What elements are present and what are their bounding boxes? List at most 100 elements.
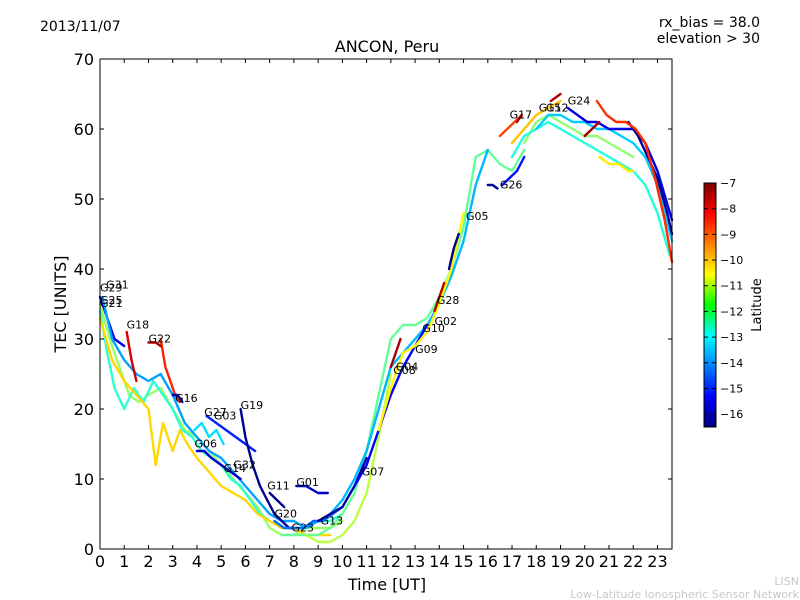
satellite-label-G29: G29	[100, 281, 123, 294]
x-tick-label: 3	[168, 552, 178, 571]
y-tick-label: 0	[84, 540, 94, 559]
satellite-label-G11: G11	[267, 480, 290, 493]
x-tick-label: 7	[265, 552, 275, 571]
satellite-label-G24: G24	[568, 95, 591, 108]
tec-trace-trace-11	[239, 407, 298, 530]
tec-trace-trace-18	[304, 372, 392, 544]
colorbar-tick-label: −14	[720, 357, 743, 370]
satellite-label-G22: G22	[148, 333, 171, 346]
tec-trace-trace-34	[535, 113, 674, 243]
x-tick-label: 6	[240, 552, 250, 571]
x-tick-label: 14	[429, 552, 449, 571]
x-tick-label: 16	[478, 552, 498, 571]
tec-trace-trace-09	[171, 393, 184, 404]
tec-trace-trace-32	[523, 113, 635, 159]
colorbar-label: Latitude	[750, 278, 765, 332]
colorbar-tick-label: −11	[720, 280, 743, 293]
date-label: 2013/11/07	[40, 19, 121, 35]
tec-trace-trace-39	[583, 120, 601, 138]
satellite-label-G10: G10	[422, 322, 445, 335]
x-tick-label: 2	[143, 552, 153, 571]
x-tick-label: 8	[289, 552, 299, 571]
satellite-label-G08: G08	[393, 364, 416, 377]
y-tick-label: 70	[74, 50, 94, 69]
x-tick-label: 13	[405, 552, 425, 571]
tec-trace-trace-07	[159, 337, 182, 404]
x-tick-label: 5	[216, 552, 226, 571]
footer-network-name: Low-Latitude Ionospheric Sensor Network	[570, 588, 799, 600]
tec-trace-trace-04	[98, 316, 332, 537]
x-tick-label: 12	[381, 552, 401, 571]
tec-trace-trace-14	[268, 491, 286, 509]
satellite-label-G03: G03	[214, 410, 237, 423]
tec-trace-trace-12	[195, 449, 242, 481]
satellite-label-G15: G15	[539, 102, 562, 115]
colorbar-ticks: −7 −8 −9 −10 −11 −12 −13 −14 −15 −16	[704, 177, 743, 421]
tec-trace-trace-31	[549, 92, 562, 103]
tec-trace-trace-38	[598, 155, 635, 173]
y-tick-label: 40	[74, 260, 94, 279]
y-tick-label: 10	[74, 470, 94, 489]
satellite-label-G16: G16	[175, 392, 198, 405]
satellite-label-G31: G31	[106, 279, 129, 292]
tec-trace-trace-35	[566, 106, 674, 222]
chart-title: ANCON, Peru	[335, 37, 439, 56]
satellite-label-G07: G07	[362, 466, 385, 479]
rx-bias-label: rx_bias = 38.0	[659, 15, 760, 31]
tec-trace-trace-29	[515, 113, 523, 124]
y-axis-label: TEC [UNITS]	[51, 256, 70, 354]
satellite-label-G09: G09	[415, 343, 438, 356]
satellite-label-G28: G28	[437, 294, 460, 307]
x-tick-label: 23	[647, 552, 667, 571]
satellite-label-G23: G23	[291, 522, 314, 535]
tec-trace-trace-16	[273, 505, 344, 530]
satellite-label-G26: G26	[500, 179, 523, 192]
elevation-label: elevation > 30	[657, 31, 760, 47]
tec-trace-trace-22	[377, 211, 465, 432]
x-tick-label: 20	[575, 552, 595, 571]
colorbar	[703, 182, 717, 428]
y-tick-label: 60	[74, 120, 94, 139]
tec-trace-trace-25	[433, 281, 446, 313]
x-tick-label: 4	[192, 552, 202, 571]
satellite-label-G01: G01	[296, 476, 319, 489]
satellite-label-G14: G14	[224, 462, 247, 475]
satellite-label-G13: G13	[321, 515, 344, 528]
satellite-label-G06: G06	[195, 438, 218, 451]
satellite-label-G12: G12	[546, 102, 569, 115]
colorbar-tick-label: −9	[720, 228, 736, 241]
x-tick-label: 19	[550, 552, 570, 571]
x-tick-label: 15	[453, 552, 473, 571]
y-tick-label: 30	[74, 330, 94, 349]
x-axis-label: Time [UT]	[347, 575, 426, 594]
tec-trace-trace-08	[147, 341, 162, 348]
plot-data-layer	[98, 92, 674, 544]
x-tick-label: 11	[356, 552, 376, 571]
tec-trace-trace-24	[389, 337, 402, 369]
colorbar-tick-label: −8	[720, 203, 736, 216]
x-tick-label: 9	[313, 552, 323, 571]
y-tick-label: 50	[74, 190, 94, 209]
x-tick-label: 22	[623, 552, 643, 571]
satellite-label-G04: G04	[396, 361, 419, 374]
plot-frame	[99, 58, 673, 550]
x-tick-label: 18	[526, 552, 546, 571]
tec-trace-trace-37	[595, 99, 674, 264]
colorbar-tick-label: −15	[720, 382, 743, 395]
colorbar-tick-label: −7	[720, 177, 736, 190]
tec-trace-trace-30	[510, 99, 562, 145]
tec-trace-trace-15	[295, 484, 329, 495]
tec-trace-trace-13	[193, 421, 225, 446]
tec-trace-trace-05	[101, 295, 344, 530]
x-tick-label: 10	[332, 552, 352, 571]
colorbar-tick-label: −16	[720, 408, 743, 421]
tec-trace-trace-06	[125, 330, 138, 383]
satellite-label-G05: G05	[466, 210, 489, 223]
satellite-label-G27: G27	[204, 406, 227, 419]
footer-network-abbr: LISN	[774, 575, 799, 588]
tec-trace-trace-27	[501, 155, 526, 187]
satellite-label-G02: G02	[434, 315, 457, 328]
x-axis-ticks: 0 1 2 3 4 5 6 7 8 9 10 11 12 13 14 15 16 17 18 19 20 21 22 23	[95, 59, 668, 571]
